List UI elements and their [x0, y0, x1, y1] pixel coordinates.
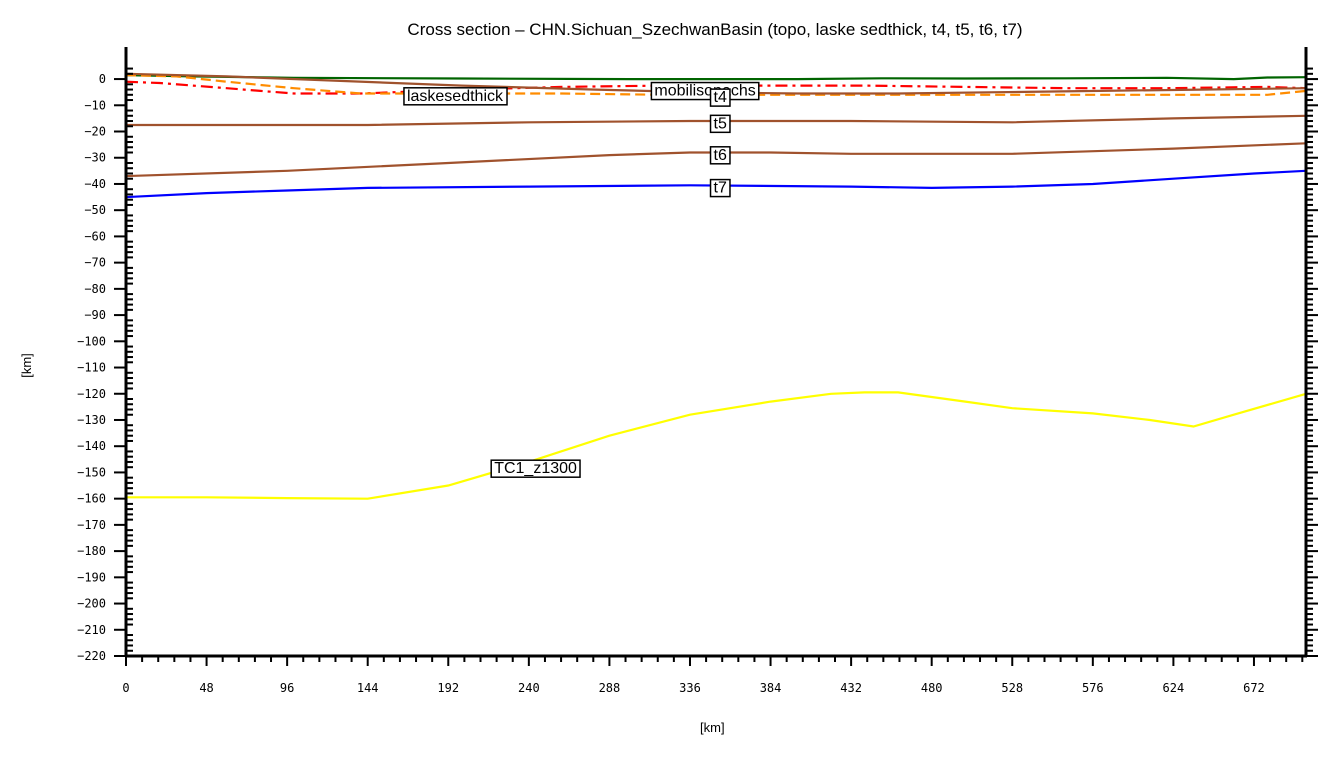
axes-layer: 0 −10 −20 −30 −40 −50 −60 −70 −80 −90 −100 −110 −120… — [77, 47, 1318, 695]
inline-label-laskesedthick: laskesedthick — [403, 87, 508, 106]
series-topo — [125, 74, 1307, 81]
y-tick-label: −150 — [77, 465, 106, 479]
x-tick-label: 528 — [1001, 681, 1023, 695]
inline-label-t5: t5 — [709, 114, 731, 134]
y-tick-label: −140 — [77, 439, 106, 453]
y-tick-label: −70 — [84, 256, 106, 270]
svg-text:t6: t6 — [714, 147, 727, 164]
y-tick-label: −90 — [84, 308, 106, 322]
inline-label-tc1-z1300: TC1_z1300 — [490, 459, 581, 478]
x-tick-label: 336 — [679, 681, 701, 695]
x-tick-label: 48 — [199, 681, 213, 695]
y-tick-label: −220 — [77, 649, 106, 663]
x-tick-label: 624 — [1163, 681, 1185, 695]
y-tick-label: −190 — [77, 570, 106, 584]
y-tick-label: −50 — [84, 203, 106, 217]
y-tick-label: −200 — [77, 597, 106, 611]
svg-text:mobilisopachs: mobilisopachs — [654, 83, 755, 100]
x-tick-label: 288 — [599, 681, 621, 695]
y-tick-label: −60 — [84, 229, 106, 243]
series-t7 — [125, 169, 1307, 199]
x-tick-label: 480 — [921, 681, 943, 695]
chart-title: Cross section – CHN.Sichuan_SzechwanBasi… — [407, 20, 1023, 39]
y-tick-label: −170 — [77, 518, 106, 532]
series-tc1-z1300 — [126, 391, 1307, 500]
inline-label-t7: t7 — [709, 178, 731, 198]
x-tick-label: 192 — [437, 681, 459, 695]
x-tick-label: 432 — [840, 681, 862, 695]
svg-text:laskesedthick: laskesedthick — [407, 88, 504, 105]
y-tick-label: 0 — [99, 72, 106, 86]
y-tick-label: −210 — [77, 623, 106, 637]
x-tick-label: 144 — [357, 681, 379, 695]
svg-text:TC1_z1300: TC1_z1300 — [494, 460, 577, 477]
series-mobilisopachs — [125, 80, 1307, 95]
y-tick-label: −160 — [77, 492, 106, 506]
x-tick-label: 672 — [1243, 681, 1265, 695]
y-tick-label: −130 — [77, 413, 106, 427]
x-tick-label: 96 — [280, 681, 294, 695]
svg-text:t4: t4 — [714, 89, 727, 106]
svg-text:t5: t5 — [714, 115, 727, 132]
inline-label-t6: t6 — [709, 146, 731, 165]
series-t5 — [126, 114, 1307, 127]
x-axis-label: [km] — [700, 720, 725, 735]
inline-label-mobilisopachs: mobilisopachs — [650, 81, 760, 101]
x-tick-label: 384 — [760, 681, 782, 695]
series-laskesedthick — [125, 74, 1307, 96]
y-tick-label: −180 — [77, 544, 106, 558]
inline-label-t4: t4 — [709, 88, 731, 107]
y-tick-label: −10 — [84, 98, 106, 112]
y-tick-label: −110 — [77, 361, 106, 375]
y-tick-label: −40 — [84, 177, 106, 191]
y-tick-label: −20 — [84, 125, 106, 139]
x-tick-label: 576 — [1082, 681, 1104, 695]
y-tick-label: −100 — [77, 334, 106, 348]
series-layer — [125, 72, 1307, 500]
y-tick-label: −30 — [84, 151, 106, 165]
y-tick-label: −80 — [84, 282, 106, 296]
svg-text:t7: t7 — [714, 180, 727, 197]
y-tick-label: −120 — [77, 387, 106, 401]
x-tick-label: 0 — [122, 681, 129, 695]
x-tick-label: 240 — [518, 681, 540, 695]
